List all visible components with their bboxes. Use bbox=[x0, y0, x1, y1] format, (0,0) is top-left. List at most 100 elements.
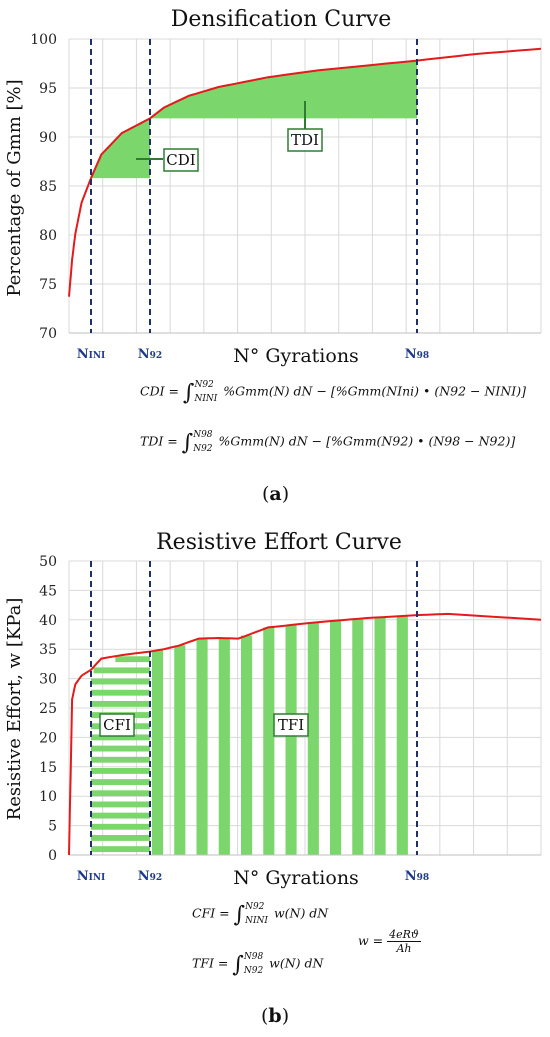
formula-w-fraction: 4eRϑ Ah bbox=[387, 928, 421, 955]
chart-b-area-tfi-stripe bbox=[396, 615, 408, 855]
chart-a-series-line bbox=[68, 47, 542, 297]
chart-a-ytick-label: 75 bbox=[39, 277, 57, 293]
chart-b-area-cfi-stripe bbox=[91, 700, 150, 707]
formula-tdi-rhs: %Gmm(N) dN − [%Gmm(N92) • (N98 − N92)] bbox=[218, 433, 516, 449]
formula-cfi-upper: N92 bbox=[245, 902, 265, 912]
chart-b-area-tfi-stripe bbox=[241, 635, 253, 855]
caption-b-close: ) bbox=[281, 1005, 290, 1027]
chart-a-title: Densification Curve bbox=[171, 7, 392, 32]
chart-a-tdi-label: TDI bbox=[291, 131, 319, 149]
chart-b-area-cfi-stripe bbox=[91, 812, 150, 819]
chart-b-area-cfi-stripe bbox=[91, 801, 150, 808]
chart-b-marker-label: N92 bbox=[138, 869, 162, 884]
integral-symbol: ∫ bbox=[181, 430, 194, 456]
chart-a-marker-label: N98 bbox=[405, 347, 429, 362]
chart-b-area-cfi-stripe bbox=[91, 678, 150, 685]
chart-a-area-cdi bbox=[91, 118, 150, 179]
caption-a-letter: a bbox=[269, 483, 282, 505]
caption-a: (a) bbox=[262, 483, 289, 505]
chart-a-tdi-box bbox=[287, 128, 323, 152]
chart-a-marker-label: NINI bbox=[77, 347, 106, 362]
chart-b-marker-main: N bbox=[77, 869, 89, 884]
chart-a-ytick-label: 90 bbox=[39, 130, 57, 146]
chart-b-area-tfi-stripe bbox=[374, 617, 386, 855]
formula-cfi-lower: NINI bbox=[245, 916, 268, 926]
chart-b-ytick-label: 40 bbox=[39, 613, 57, 629]
chart-b-area-cfi-stripe bbox=[91, 734, 150, 741]
chart-b-marker-sub: 92 bbox=[150, 873, 163, 883]
formula-tdi-lower: N92 bbox=[193, 444, 213, 454]
formula-cdi-lhs: CDI = bbox=[140, 383, 179, 399]
formula-tdi-upper: N98 bbox=[193, 430, 213, 440]
chart-a-cdi-label: CDI bbox=[166, 151, 196, 169]
formula-tfi: TFI = ∫ N98 N92 w(N) dN bbox=[192, 950, 323, 978]
chart-b-area-cfi-stripe bbox=[115, 656, 150, 663]
chart-b-area-tfi-stripe bbox=[352, 618, 364, 855]
chart-b-marker-main: N bbox=[405, 869, 417, 884]
chart-a-ytick-label: 85 bbox=[39, 179, 57, 195]
chart-b-ytick-label: 35 bbox=[39, 642, 57, 658]
formula-tdi: TDI = ∫ N98 N92 %Gmm(N) dN − [%Gmm(N92) • … bbox=[140, 428, 515, 456]
chart-b-area-cfi-stripe bbox=[91, 745, 150, 752]
chart-a-ytick-label: 70 bbox=[39, 326, 57, 342]
formula-cdi: CDI = ∫ N92 NINI %Gmm(N) dN − [%Gmm(NIni) … bbox=[140, 378, 526, 406]
chart-b-area-cfi-stripe bbox=[91, 835, 150, 841]
formula-tdi-lhs: TDI = bbox=[140, 433, 178, 449]
chart-b-ytick-label: 20 bbox=[39, 730, 57, 746]
chart-a-ylabel: Percentage of Gmm [%] bbox=[4, 79, 25, 296]
chart-b-ylabel: Resistive Effort, w [KPa] bbox=[4, 598, 25, 821]
chart-b-area-tfi-stripe bbox=[196, 638, 208, 855]
chart-b-area-cfi-stripe bbox=[91, 823, 150, 830]
chart-b-ytick-label: 0 bbox=[48, 848, 57, 864]
formula-tfi-lhs: TFI = bbox=[192, 955, 229, 971]
chart-b-cfi-box bbox=[99, 713, 135, 737]
chart-b-area-cfi-stripe bbox=[91, 790, 150, 797]
formula-cdi-lower: NINI bbox=[194, 394, 218, 404]
chart-a-marker-label: N92 bbox=[138, 347, 162, 362]
chart-b-area-tfi-stripe bbox=[285, 624, 297, 855]
chart-a-marker-sub: 92 bbox=[150, 351, 163, 361]
integral-symbol: ∫ bbox=[182, 380, 195, 406]
chart-b-marker-sub: INI bbox=[89, 873, 106, 883]
formula-cdi-upper: N92 bbox=[194, 380, 214, 390]
chart-b-area-tfi-stripe bbox=[152, 650, 164, 855]
chart-b-area-cfi-stripe bbox=[91, 779, 150, 786]
chart-b-ytick-label: 10 bbox=[39, 789, 57, 805]
formula-tfi-lower: N92 bbox=[243, 966, 264, 976]
chart-b-cfi-label: CFI bbox=[103, 716, 131, 734]
chart-b-ytick-label: 15 bbox=[39, 760, 57, 776]
chart-b-ytick-label: 45 bbox=[39, 583, 57, 599]
formula-w-num: 4eRϑ bbox=[387, 928, 421, 942]
chart-b-marker-main: N bbox=[138, 869, 150, 884]
chart-b-area-cfi-stripe bbox=[91, 767, 150, 774]
chart-b-area-tfi-stripe bbox=[307, 622, 319, 855]
chart-a-marker-main: N bbox=[405, 347, 417, 362]
caption-b-open: ( bbox=[261, 1005, 269, 1027]
chart-b-marker-label: N98 bbox=[405, 869, 429, 884]
chart-b-area-tfi-stripe bbox=[263, 627, 275, 855]
integral-symbol: ∫ bbox=[232, 952, 244, 978]
chart-b-marker-label: NINI bbox=[77, 869, 106, 884]
chart-b-area-cfi-stripe bbox=[91, 689, 150, 696]
chart-b-tfi-label: TFI bbox=[278, 716, 304, 734]
chart-b-area-tfi-stripe bbox=[174, 645, 186, 855]
formula-tfi-rhs: w(N) dN bbox=[269, 955, 324, 971]
chart-a-marker-main: N bbox=[138, 347, 150, 362]
formula-w-lhs: w = bbox=[358, 933, 384, 948]
formula-w-den: Ah bbox=[396, 942, 412, 955]
chart-b-ytick-label: 5 bbox=[48, 819, 57, 835]
chart-a-marker-sub: 98 bbox=[417, 351, 430, 361]
chart-b-xlabel: N° Gyrations bbox=[233, 867, 359, 889]
formula-cdi-rhs: %Gmm(N) dN − [%Gmm(NIni) • (N92 − NINI)] bbox=[223, 383, 526, 399]
chart-b-ytick-label: 30 bbox=[39, 672, 57, 688]
chart-b-title: Resistive Effort Curve bbox=[156, 530, 402, 555]
chart-b-ytick-label: 50 bbox=[39, 554, 57, 570]
chart-b-area-tfi-stripe bbox=[218, 638, 230, 855]
chart-b-tfi-box bbox=[273, 713, 309, 737]
chart-a-marker-main: N bbox=[77, 347, 89, 362]
formula-cfi: CFI = ∫ N92 NINI w(N) dN bbox=[192, 900, 328, 928]
caption-b: (b) bbox=[261, 1005, 289, 1027]
chart-b-area-cfi-stripe bbox=[93, 667, 150, 674]
formula-w: w = 4eRϑ Ah bbox=[358, 928, 421, 955]
